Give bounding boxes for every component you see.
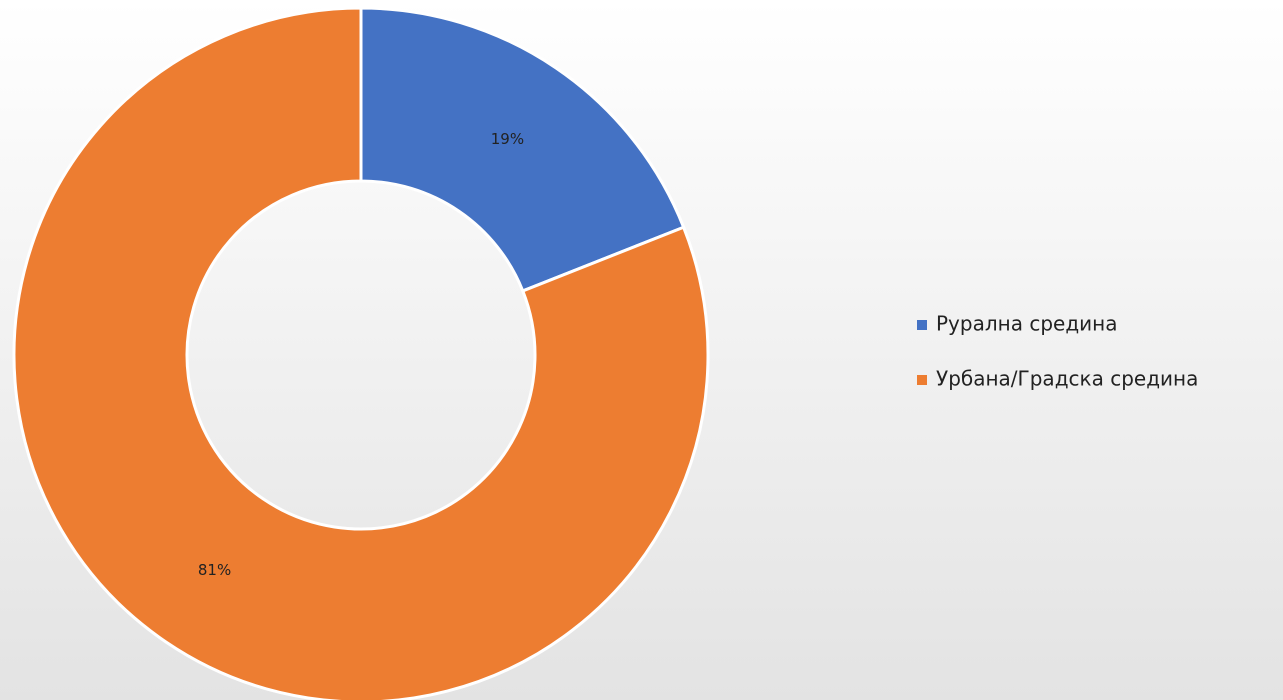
legend-label: Рурална средина xyxy=(936,312,1117,336)
data-label: 19% xyxy=(491,130,524,148)
donut-slice xyxy=(12,6,710,700)
donut-slice xyxy=(359,6,686,293)
data-label: 81% xyxy=(198,561,231,579)
legend-swatch xyxy=(917,320,927,330)
legend-swatch xyxy=(917,375,927,385)
legend-label: Урбана/Градска средина xyxy=(936,367,1198,391)
